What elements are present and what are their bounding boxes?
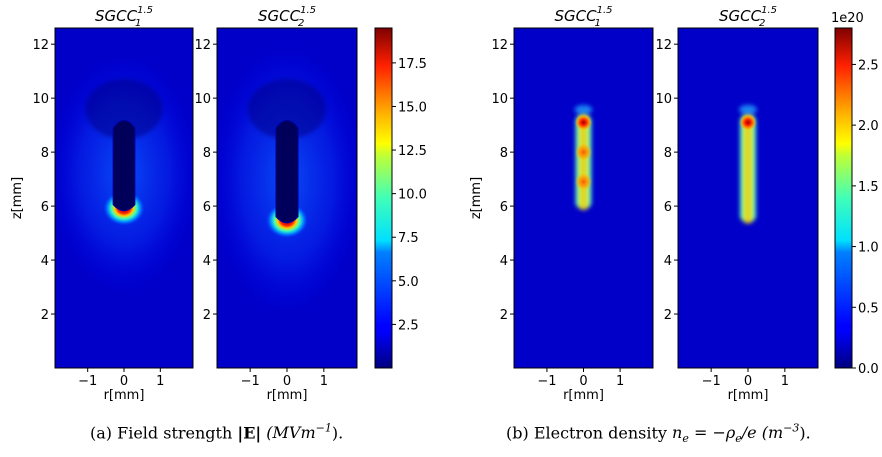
subplot-title: SGCC1.5 1 xyxy=(95,5,153,29)
y-tick-label: 12 xyxy=(32,38,49,53)
subplot-a-1: SGCC1.5 1 −1 0 1 r[mm] 2 4 6 8 10 12 z[mm] xyxy=(10,5,194,403)
y-tick-label: 6 xyxy=(203,200,211,215)
y-tick-label: 4 xyxy=(41,254,49,269)
colorbar-gradient xyxy=(374,27,393,369)
x-axis-label: r[mm] xyxy=(563,388,604,403)
y-tick-label: 2 xyxy=(664,308,672,323)
colorbar-tick-label: 0.5 xyxy=(858,301,879,316)
colorbar-tick-label: 12.5 xyxy=(398,144,427,159)
density-hotspot xyxy=(739,114,757,131)
y-tick-label: 4 xyxy=(203,254,211,269)
electron-channel xyxy=(739,112,757,224)
y-tick-label: 6 xyxy=(664,200,672,215)
y-tick-label: 12 xyxy=(491,38,508,53)
x-tick-label: 1 xyxy=(616,374,624,389)
colorbar-b: 0.0 0.5 1.0 1.5 2.0 2.5 1e20 xyxy=(831,11,879,377)
y-tick-label: 2 xyxy=(500,308,508,323)
colorbar-tick-label: 1.5 xyxy=(858,180,879,195)
y-tick-label: 10 xyxy=(491,92,508,107)
colorbar-gradient xyxy=(834,27,853,369)
y-tick-label: 12 xyxy=(194,38,211,53)
colorbar-tick-label: 10.0 xyxy=(398,188,427,203)
x-tick-label: −1 xyxy=(241,374,260,389)
y-tick-label: 6 xyxy=(500,200,508,215)
y-tick-label: 10 xyxy=(655,92,672,107)
colorbar-tick-label: 0.0 xyxy=(858,362,879,377)
y-tick-label: 10 xyxy=(32,92,49,107)
x-axis-label: r[mm] xyxy=(728,388,769,403)
subplot-b-1: SGCC1.5 1 −1 0 1 r[mm] 2 4 6 8 10 12 z[mm] xyxy=(469,5,654,403)
y-tick-label: 4 xyxy=(664,254,672,269)
x-tick-label: 1 xyxy=(320,374,328,389)
streamer-channel xyxy=(112,119,136,212)
colorbar-tick-label: 15.0 xyxy=(398,100,427,115)
x-tick-label: −1 xyxy=(537,374,556,389)
heatmap-area xyxy=(55,28,193,368)
x-tick-label: 0 xyxy=(120,374,128,389)
y-tick-label: 12 xyxy=(655,38,672,53)
colorbar-tick-label: 1.0 xyxy=(858,241,879,256)
caption-a-symbol: |E| xyxy=(237,423,262,443)
y-tick-label: 2 xyxy=(203,308,211,323)
colorbar-a: 2.5 5.0 7.5 10.0 12.5 15.0 17.5 xyxy=(374,27,427,369)
x-axis-label: r[mm] xyxy=(267,388,308,403)
y-tick-label: 6 xyxy=(41,200,49,215)
subplot-title: SGCC1.5 2 xyxy=(719,5,777,29)
x-tick-label: −1 xyxy=(78,374,97,389)
colorbar-tick-label: 17.5 xyxy=(398,57,427,72)
field-shadow xyxy=(247,79,327,140)
subplot-b-2: SGCC1.5 2 −1 0 1 r[mm] 2 4 6 8 10 12 xyxy=(655,5,819,403)
x-tick-label: 0 xyxy=(744,374,752,389)
y-tick-label: 4 xyxy=(500,254,508,269)
channel-head-glow xyxy=(574,104,593,115)
heatmap-area xyxy=(217,28,357,368)
colorbar-tick-label: 5.0 xyxy=(398,275,419,290)
heatmap-area xyxy=(678,28,818,368)
channel-head-glow xyxy=(739,104,757,115)
x-tick-label: 0 xyxy=(579,374,587,389)
colorbar-tick-label: 2.5 xyxy=(398,318,419,333)
heatmap-area xyxy=(514,28,653,368)
colorbar-tick-label: 2.0 xyxy=(858,119,879,134)
x-tick-label: −1 xyxy=(702,374,721,389)
x-tick-label: 0 xyxy=(283,374,291,389)
colorbar-tick-label: 7.5 xyxy=(398,231,419,246)
density-hotspot xyxy=(575,114,592,131)
streamer-channel xyxy=(275,119,299,224)
field-shadow xyxy=(85,79,163,140)
density-hotspot xyxy=(575,143,592,161)
y-tick-label: 8 xyxy=(203,146,211,161)
x-tick-label: 1 xyxy=(781,374,789,389)
colorbar-tick-label: 2.5 xyxy=(858,58,879,73)
y-tick-label: 2 xyxy=(41,308,49,323)
y-tick-label: 10 xyxy=(194,92,211,107)
subplot-title: SGCC1.5 2 xyxy=(258,5,316,29)
y-tick-label: 8 xyxy=(500,146,508,161)
subplot-a-2: SGCC1.5 2 −1 0 1 r[mm] 2 4 6 8 10 12 xyxy=(194,5,358,403)
y-tick-label: 8 xyxy=(41,146,49,161)
colorbar-offset-label: 1e20 xyxy=(831,11,864,26)
y-tick-label: 8 xyxy=(664,146,672,161)
y-axis-label: z[mm] xyxy=(10,177,25,219)
x-axis-label: r[mm] xyxy=(104,388,145,403)
y-axis-label: z[mm] xyxy=(469,177,484,219)
caption-a: (a) Field strength |E| (MVm−1). xyxy=(90,422,344,443)
density-hotspot xyxy=(575,172,592,191)
x-tick-label: 1 xyxy=(156,374,164,389)
caption-b: (b) Electron density ne = −ρe/e (m−3). xyxy=(506,422,811,446)
subplot-title: SGCC1.5 1 xyxy=(555,5,613,29)
